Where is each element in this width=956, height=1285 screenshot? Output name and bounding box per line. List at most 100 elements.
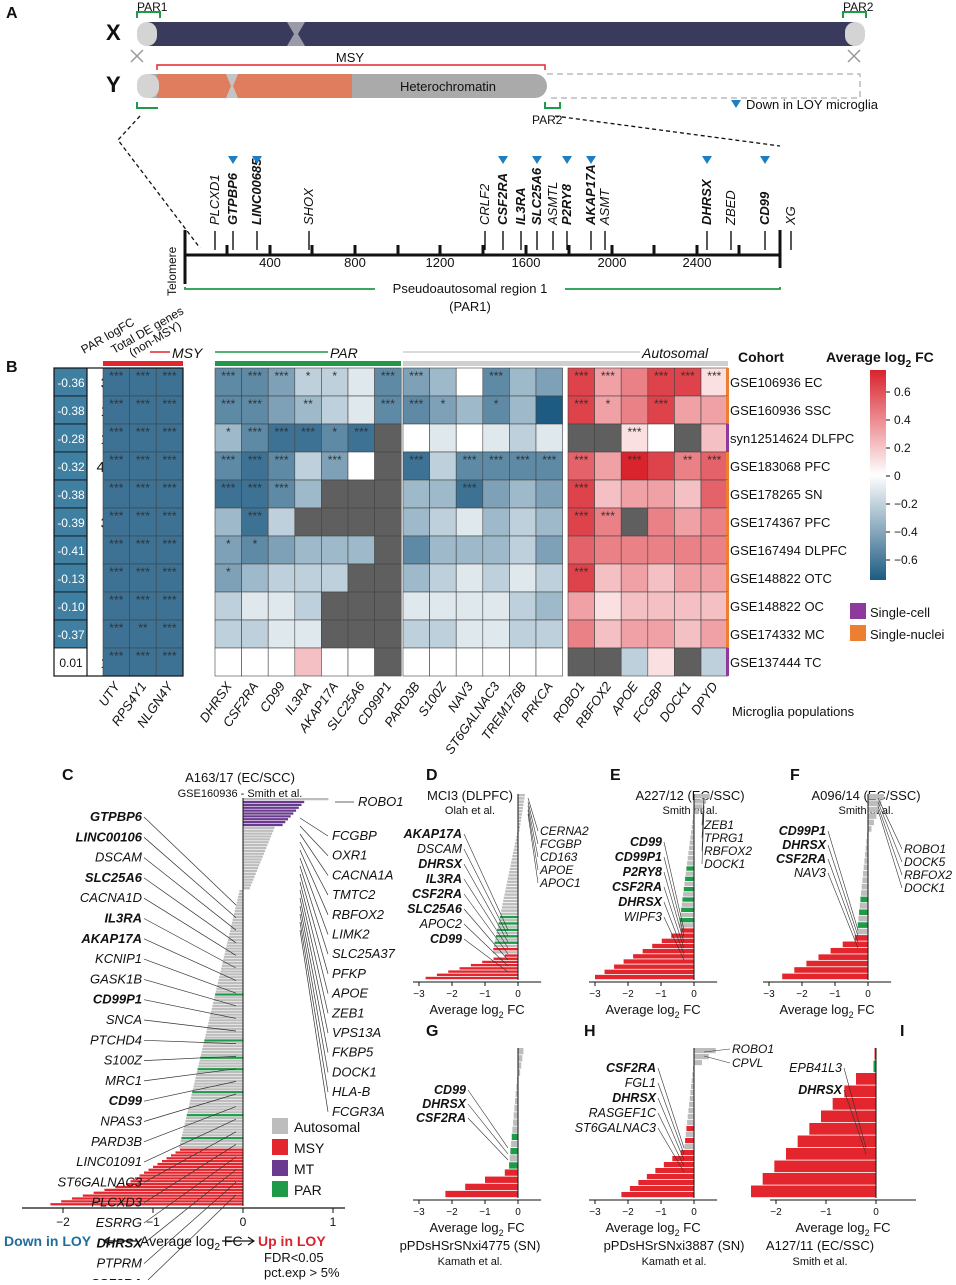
- heatmap-cell: [620, 395, 649, 425]
- chart-bar: [679, 918, 694, 923]
- heatmap-cell: [347, 591, 375, 621]
- chart-c-gene-label: KCNIP1: [95, 951, 142, 966]
- chart-c-gene-label: AKAP17A: [80, 931, 142, 946]
- significance-stars: ***: [136, 425, 150, 439]
- gene-label: APOC2: [419, 917, 462, 931]
- significance-stars: ***: [381, 369, 395, 383]
- chart-bar: [493, 944, 518, 948]
- heatmap-cell: [535, 563, 563, 593]
- heatmap-cell: [700, 535, 728, 565]
- heatmap-cell: [294, 451, 322, 481]
- heatmap-cell: [509, 507, 537, 537]
- gene-label: CSF2RA: [495, 173, 510, 225]
- x-par2-cap: [845, 22, 865, 46]
- chart-bar: [806, 960, 868, 967]
- chart-c-gene-label-right: TMTC2: [332, 887, 376, 902]
- chart-c-bar: [216, 987, 243, 990]
- significance-stars: ***: [462, 453, 476, 467]
- heatmap-cell: [647, 535, 675, 565]
- heatmap-cell: [267, 451, 296, 481]
- gene-label: ASMT: [597, 188, 612, 226]
- leader-line-right: [527, 813, 539, 884]
- chart-c-bar: [162, 1160, 243, 1163]
- heatmap-cell: [241, 367, 269, 397]
- heatmap-cell: [374, 423, 402, 453]
- heatmap-cell: [321, 479, 349, 509]
- chart-c-gene-label-right: SLC25A37: [332, 946, 396, 961]
- chart-c-bar: [190, 1096, 243, 1100]
- heatmap-cell: [455, 367, 484, 397]
- chart-c-bar: [184, 1125, 243, 1128]
- chart-c-bar: [50, 1203, 244, 1206]
- chart-c-leader-line: [143, 1118, 237, 1163]
- chart-bar: [518, 1055, 523, 1062]
- x-par2-bracket: [842, 11, 867, 18]
- chart-bar: [515, 838, 518, 842]
- chart-bar: [512, 854, 518, 858]
- chart-c-bar: [223, 958, 243, 962]
- chart-bar: [661, 938, 694, 944]
- chart-bar: [694, 1060, 702, 1066]
- significance-stars: ***: [136, 453, 150, 467]
- chart-bar: [842, 941, 868, 948]
- gene-label: IL3RA: [513, 187, 528, 225]
- logfc-cell: [53, 619, 88, 649]
- chart-c-xlabel-sub: 2: [214, 1242, 220, 1253]
- chart-bar: [511, 858, 518, 861]
- leader-line: [663, 871, 685, 943]
- x-par1-label: PAR1: [137, 0, 168, 14]
- leader-line-right: [877, 805, 903, 876]
- panel-label-e: E: [610, 767, 621, 784]
- chart-c-leader-line: [143, 1156, 237, 1224]
- telomere-label: Telomere: [165, 246, 179, 296]
- chart-c-gene-label-right: VPS13A: [332, 1025, 381, 1040]
- chart-c-bar: [166, 1157, 243, 1160]
- chart-bar: [689, 845, 694, 851]
- significance-stars: ***: [162, 537, 176, 551]
- chart-c-gene-label: CACNA1D: [80, 890, 142, 905]
- heatmap-cell: [267, 591, 296, 621]
- significance-stars: ***: [248, 369, 262, 383]
- heatmap-cell: [129, 647, 157, 677]
- chart-bar: [518, 816, 522, 819]
- chart-c-gene-label: CD99P1: [93, 992, 142, 1007]
- significance-stars: ***: [162, 593, 176, 607]
- down-triangle: [228, 156, 238, 164]
- gene-label: GTPBP6: [225, 172, 240, 225]
- auto-bar: [403, 361, 728, 366]
- total-cell-bg: [87, 508, 103, 536]
- heterochromatin-label: Heterochromatin: [400, 79, 496, 94]
- chart-c-bar: [243, 812, 294, 815]
- chart-c-bar: [243, 826, 275, 830]
- heatmap-cell: [700, 591, 728, 621]
- chart-bar: [860, 896, 868, 903]
- chart-c-leader-line-right: [299, 929, 329, 1112]
- chart-c-gene-label: NPAS3: [100, 1114, 142, 1129]
- significance-stars: ***: [136, 509, 150, 523]
- chart-c-bar: [243, 855, 263, 858]
- leader-line: [463, 833, 509, 931]
- logfc-value: -0.28: [57, 432, 85, 446]
- significance-stars: ***: [221, 481, 235, 495]
- leader-line: [843, 1089, 867, 1155]
- significance-stars: ***: [162, 397, 176, 411]
- chart-title: MCI3 (DLPFC): [427, 788, 513, 803]
- chart-c-bar: [229, 933, 243, 936]
- chart-c-gene-label: CSF2RA: [90, 1276, 142, 1280]
- heatmap-cell: [102, 535, 130, 565]
- total-cell-bg: [87, 480, 103, 508]
- chart-bar: [518, 819, 521, 823]
- x-par2-label: PAR2: [843, 0, 874, 14]
- chart-c-gene-label-right: FCGR3A: [332, 1104, 385, 1119]
- chrom-y-label: Y: [106, 72, 121, 97]
- chart-c-gene-label-right: DOCK1: [332, 1064, 377, 1079]
- chart-c-bar: [202, 1047, 243, 1051]
- gene-label: EPB41L3: [789, 1061, 842, 1075]
- leader-line: [463, 893, 509, 955]
- gene-label: AKAP17A: [403, 827, 462, 841]
- chart-c-bar: [243, 864, 260, 867]
- significance-stars: ***: [574, 453, 588, 467]
- significance-stars: ***: [136, 593, 150, 607]
- logfc-value: -0.37: [57, 628, 85, 642]
- significance-stars: ***: [109, 481, 123, 495]
